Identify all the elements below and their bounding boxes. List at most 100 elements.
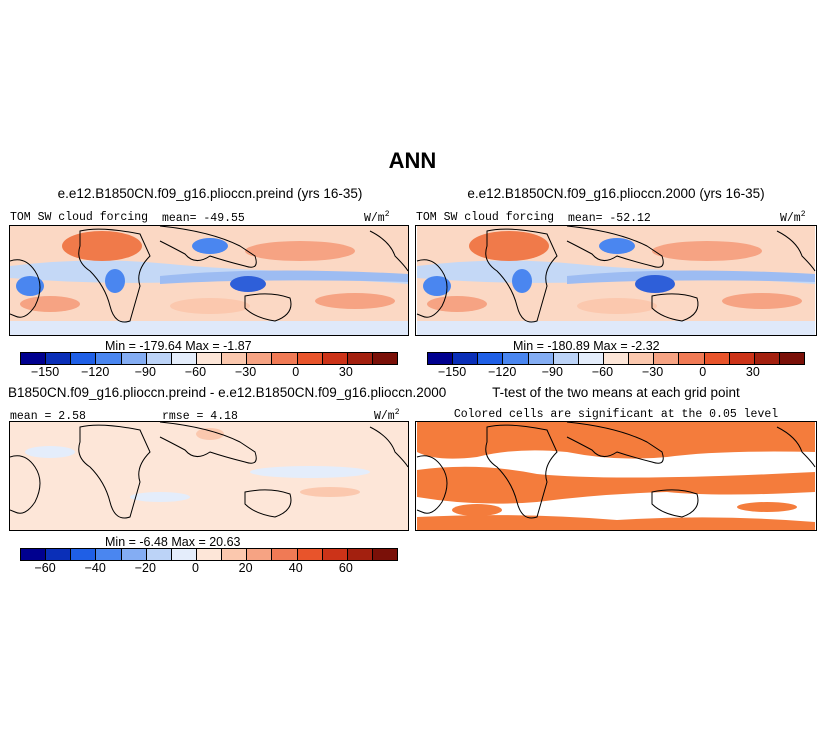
panel-title-diff: B1850CN.f09_g16.plioccn.preind - e.e12.B… xyxy=(8,385,447,400)
coastline-asia xyxy=(159,422,257,464)
colorbar-cell xyxy=(503,353,529,364)
coastline-south-america xyxy=(416,455,448,514)
colorbar-cell xyxy=(121,549,147,560)
map-2000 xyxy=(415,225,817,336)
southern-ocean-band xyxy=(417,321,815,335)
colorbar-preind xyxy=(20,352,398,365)
colorbar-tick-label: −60 xyxy=(34,561,56,575)
colorbar-cell xyxy=(372,549,398,560)
colorbar-tick-label: 40 xyxy=(288,561,303,575)
colorbar-cell xyxy=(222,353,248,364)
mean-label-preind: mean= -49.55 xyxy=(162,212,245,225)
panel-title-2000: e.e12.B1850CN.f09_g16.plioccn.2000 (yrs … xyxy=(467,186,765,201)
colorbar-tick-label: 0 xyxy=(292,365,300,379)
diff-blue-patch-indian xyxy=(130,492,190,502)
colorbar-tick-label: −20 xyxy=(134,561,156,575)
coastline-north-america xyxy=(369,426,408,468)
subtitle-ttest: Colored cells are significant at the 0.0… xyxy=(453,408,779,421)
colorbar-cell xyxy=(297,549,323,560)
coastline-north-america xyxy=(369,230,408,272)
map-ttest xyxy=(415,421,817,531)
colorbar-cell xyxy=(704,353,730,364)
colorbar-tick-label: 30 xyxy=(338,365,353,379)
colorbar-tick-label: −90 xyxy=(134,365,156,379)
indian-ocean-high xyxy=(170,298,250,314)
africa-low xyxy=(512,269,532,293)
colorbar-cell xyxy=(21,549,47,560)
colorbar-cell xyxy=(729,353,755,364)
coastline-australia xyxy=(651,489,699,518)
coastline-asia xyxy=(566,422,664,464)
colorbar-tick-label: −40 xyxy=(84,561,106,575)
significant-region-tropics xyxy=(417,466,815,504)
diff-blue-patch-atlantic xyxy=(25,446,75,458)
map-preind xyxy=(9,225,409,336)
colorbar-cell xyxy=(272,549,298,560)
colorbar-tick-label: −150 xyxy=(437,365,467,379)
colorbar-cell xyxy=(96,353,122,364)
colorbar-cell xyxy=(71,549,97,560)
units-label-diff: W/m2 xyxy=(374,408,400,423)
diff-orange-patch-asia xyxy=(196,428,224,440)
colorbar-cell xyxy=(71,353,97,364)
variable-label-2000: TOM SW cloud forcing xyxy=(416,211,555,224)
colorbar-cell xyxy=(121,353,147,364)
colorbar-cell xyxy=(171,353,197,364)
mean-label-diff: mean = 2.58 xyxy=(10,410,86,423)
colorbar-cell xyxy=(578,353,604,364)
coastline-north-america xyxy=(776,426,816,468)
colorbar-tick-label: 30 xyxy=(745,365,760,379)
diff-blue-patch-pacific xyxy=(250,466,370,478)
coastline-africa xyxy=(485,228,558,323)
south-atlantic-high xyxy=(427,296,487,312)
colorbar-cell xyxy=(196,549,223,560)
coastline-africa xyxy=(78,424,151,519)
south-pacific-high xyxy=(315,293,395,309)
sahara-high xyxy=(469,231,549,261)
coastline-australia xyxy=(244,489,292,518)
colorbar-tick-label: 0 xyxy=(699,365,707,379)
stats-preind: Min = -179.64 Max = -1.87 xyxy=(102,339,255,353)
colorbar-diff xyxy=(20,548,398,561)
significant-region-north xyxy=(417,422,815,459)
colorbar-tick-label: −30 xyxy=(641,365,664,379)
coastline-asia xyxy=(159,226,257,268)
colorbar-tick-label: 20 xyxy=(238,561,253,575)
colorbar-cell xyxy=(196,353,223,364)
colorbar-ticks-preind: −150 −120 −90 −60 −30 0 30 xyxy=(20,365,396,381)
indian-ocean-high xyxy=(577,298,657,314)
colorbar-2000 xyxy=(427,352,805,365)
significant-region-south xyxy=(417,515,815,530)
colorbar-cell xyxy=(146,353,172,364)
amazon-low xyxy=(423,276,451,296)
significant-patch-south-atlantic xyxy=(452,504,502,516)
colorbar-cell xyxy=(146,549,172,560)
south-pacific-high xyxy=(722,293,802,309)
colorbar-cell xyxy=(322,549,348,560)
colorbar-cell xyxy=(21,353,47,364)
colorbar-tick-label: −120 xyxy=(488,365,517,379)
colorbar-cell xyxy=(478,353,504,364)
sahara-high xyxy=(62,231,142,261)
colorbar-cell xyxy=(297,353,323,364)
coastline-south-america xyxy=(416,259,448,318)
south-atlantic-high xyxy=(20,296,80,312)
colorbar-ticks-2000: −150 −120 −90 −60 −30 0 30 xyxy=(427,365,803,381)
tibet-low xyxy=(192,238,228,254)
colorbar-cell xyxy=(272,353,298,364)
coastline-south-america xyxy=(10,455,41,514)
colorbar-cell xyxy=(754,353,780,364)
north-pacific-high xyxy=(652,241,762,261)
colorbar-cell xyxy=(654,353,680,364)
colorbar-cell xyxy=(247,549,273,560)
colorbar-cell xyxy=(372,353,398,364)
colorbar-cell xyxy=(322,353,348,364)
colorbar-tick-label: −90 xyxy=(541,365,563,379)
map-preind-svg xyxy=(10,226,408,335)
variable-label-preind: TOM SW cloud forcing xyxy=(10,211,149,224)
colorbar-cell xyxy=(171,549,197,560)
colorbar-tick-label: 60 xyxy=(338,561,353,575)
colorbar-cell xyxy=(629,353,655,364)
colorbar-tick-label: −60 xyxy=(591,365,614,379)
colorbar-cell xyxy=(46,549,72,560)
